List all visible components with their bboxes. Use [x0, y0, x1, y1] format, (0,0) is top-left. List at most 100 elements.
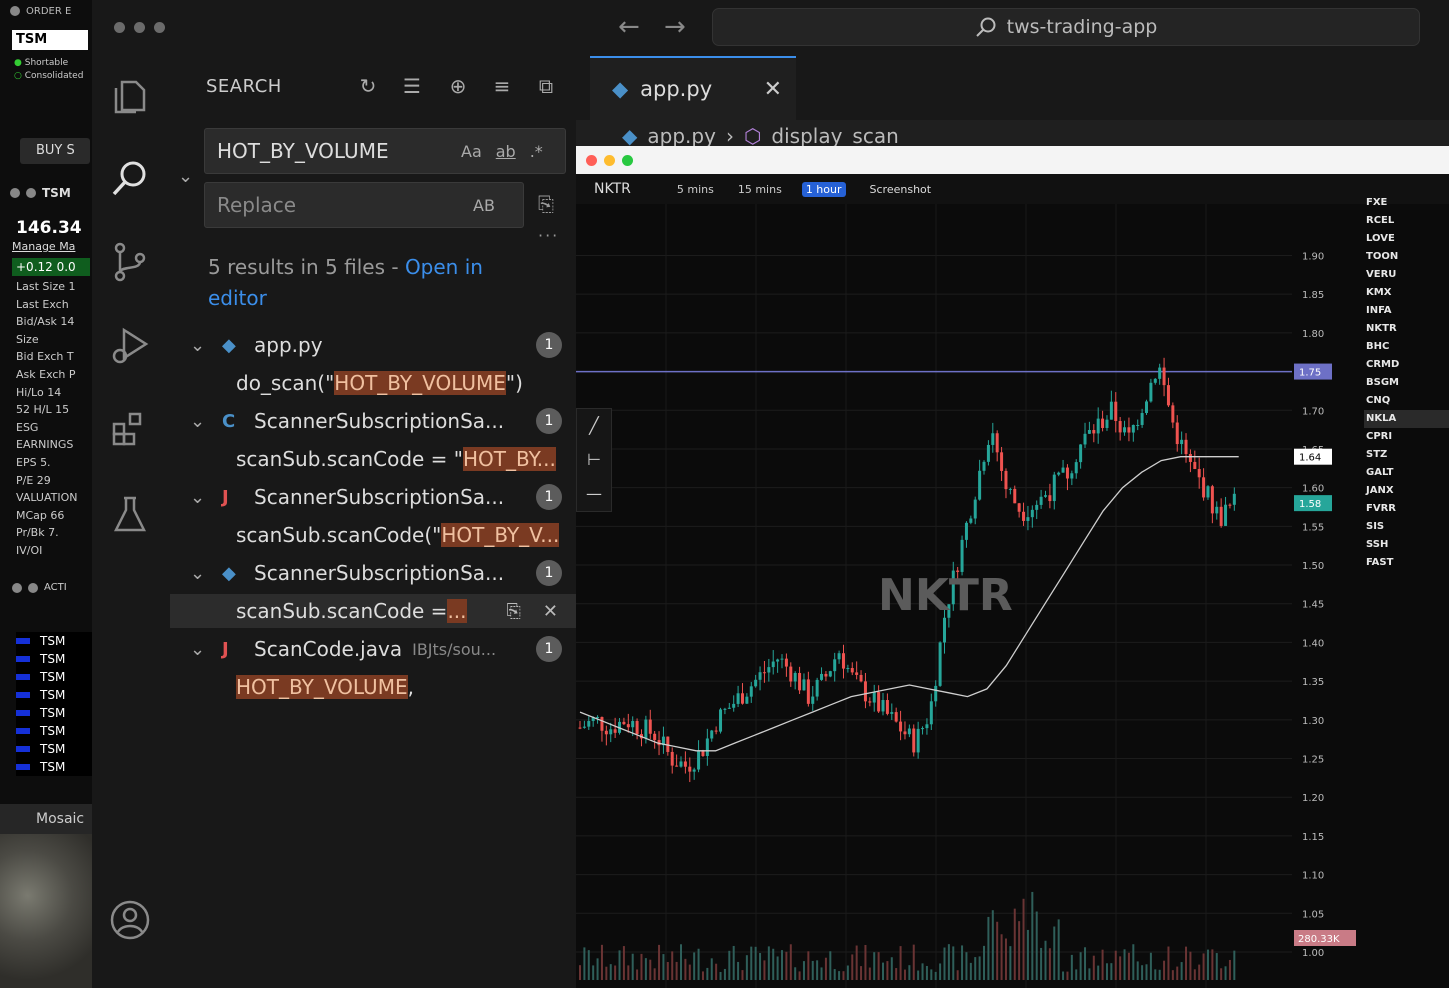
regex-toggle[interactable]: .*: [529, 141, 543, 161]
clear-results-icon[interactable]: ☰: [403, 74, 421, 98]
timeframe-option[interactable]: 1 hour: [801, 181, 846, 197]
volume-bar: [1035, 911, 1038, 980]
watchlist-item[interactable]: CPRI: [1366, 431, 1393, 442]
watchlist-item[interactable]: BSGM: [1366, 377, 1399, 388]
watchlist-item[interactable]: SIS: [1366, 521, 1385, 532]
result-file[interactable]: ⌄ ◆ ScannerSubscriptionSa... 1: [190, 556, 576, 590]
chart-symbol[interactable]: NKTR: [594, 181, 631, 197]
trendline-tool-icon[interactable]: ╱: [589, 416, 599, 435]
chevron-down-icon[interactable]: ⌄: [190, 334, 206, 356]
preserve-case-toggle[interactable]: AB: [473, 195, 495, 215]
watchlist-item[interactable]: FAST: [1366, 557, 1394, 568]
activity-row[interactable]: TSM: [16, 758, 92, 776]
watchlist-item[interactable]: INFA: [1366, 305, 1392, 316]
activity-row[interactable]: TSM: [16, 740, 92, 758]
refresh-icon[interactable]: ↻: [359, 74, 377, 98]
source-control-icon[interactable]: [108, 240, 152, 284]
more-options-icon[interactable]: ···: [538, 226, 560, 245]
result-match-line[interactable]: do_scan(" HOT_BY_VOLUME "): [236, 366, 576, 400]
view-as-tree-icon[interactable]: ≡: [493, 74, 511, 98]
collapse-all-icon[interactable]: ⧉: [538, 74, 554, 98]
close-window-button[interactable]: [586, 155, 597, 166]
minimize-window-button[interactable]: [604, 155, 615, 166]
timeframe-option[interactable]: 15 mins: [737, 182, 782, 196]
watchlist-item[interactable]: CNQ: [1366, 395, 1391, 406]
watchlist-item[interactable]: JANX: [1366, 485, 1394, 496]
breadcrumb-symbol[interactable]: display_scan: [771, 124, 899, 148]
mosaic-tab[interactable]: Mosaic: [0, 804, 92, 834]
chevron-down-icon[interactable]: ⌄: [190, 486, 206, 508]
dismiss-icon[interactable]: ✕: [542, 600, 558, 622]
watchlist-item[interactable]: SSH: [1366, 539, 1389, 550]
watchlist-item[interactable]: RCEL: [1366, 215, 1395, 226]
result-file[interactable]: ⌄ ◆ app.py 1: [190, 328, 576, 362]
ticker-input[interactable]: TSM: [12, 30, 88, 50]
replace-all-icon[interactable]: ⎘: [538, 192, 554, 216]
activity-row[interactable]: TSM: [16, 650, 92, 668]
result-match-line[interactable]: scanSub.scanCode = ... ⎘ ✕: [170, 594, 576, 628]
horizontal-line-tool-icon[interactable]: —: [586, 484, 602, 503]
back-arrow-icon[interactable]: ←: [618, 12, 640, 42]
link-icon[interactable]: [28, 582, 38, 593]
chevron-down-icon[interactable]: ⌄: [190, 638, 206, 660]
watchlist-item[interactable]: FVRR: [1366, 503, 1396, 514]
gear-icon[interactable]: [10, 188, 20, 198]
timeframe-option[interactable]: 5 mins: [676, 182, 714, 196]
watchlist-item[interactable]: TOON: [1366, 251, 1399, 262]
horizontal-ray-tool-icon[interactable]: ⊢: [587, 450, 601, 469]
testing-flask-icon[interactable]: [108, 492, 152, 536]
gear-icon[interactable]: [12, 582, 22, 593]
account-icon[interactable]: [108, 898, 152, 942]
minimize-window-button[interactable]: [134, 22, 145, 33]
watchlist-item[interactable]: KMX: [1366, 287, 1392, 298]
result-file[interactable]: ⌄ J ScannerSubscriptionSa... 1: [190, 480, 576, 514]
result-match-line[interactable]: scanSub.scanCode = " HOT_BY...: [236, 442, 576, 476]
maximize-window-button[interactable]: [622, 155, 633, 166]
activity-row[interactable]: TSM: [16, 722, 92, 740]
command-center[interactable]: tws-trading-app: [712, 8, 1420, 46]
extensions-icon[interactable]: [108, 408, 152, 452]
watchlist-item[interactable]: VERU: [1366, 269, 1397, 280]
gear-icon[interactable]: [10, 6, 20, 16]
new-search-editor-icon[interactable]: ⊕: [449, 74, 467, 98]
forward-arrow-icon[interactable]: →: [664, 12, 686, 42]
replace-input[interactable]: [217, 193, 447, 217]
watchlist-item[interactable]: FXE: [1366, 197, 1388, 208]
watchlist-item[interactable]: LOVE: [1366, 233, 1395, 244]
watchlist-item[interactable]: NKTR: [1366, 323, 1397, 334]
match-case-toggle[interactable]: Aa: [461, 141, 482, 161]
price-chart[interactable]: 1.901.851.801.751.701.651.601.551.501.45…: [576, 204, 1449, 988]
activity-row[interactable]: TSM: [16, 704, 92, 722]
watchlist-item[interactable]: NKLA: [1364, 410, 1449, 428]
screenshot-button[interactable]: Screenshot: [869, 182, 932, 196]
result-file[interactable]: ⌄ J ScanCode.java IBJts/sou... 1: [190, 632, 576, 666]
activity-row[interactable]: TSM: [16, 686, 92, 704]
tab-app-py[interactable]: ◆ app.py ✕: [590, 56, 796, 120]
close-window-button[interactable]: [114, 22, 125, 33]
result-match-line[interactable]: HOT_BY_VOLUME,: [236, 670, 576, 704]
activity-row[interactable]: TSM: [16, 632, 92, 650]
run-debug-icon[interactable]: [108, 324, 152, 368]
result-match-line[interactable]: scanSub.scanCode(" HOT_BY_V...: [236, 518, 576, 552]
manage-link[interactable]: Manage Ma: [12, 240, 76, 253]
watchlist-item[interactable]: GALT: [1366, 467, 1394, 478]
close-tab-icon[interactable]: ✕: [763, 76, 782, 102]
replace-icon[interactable]: ⎘: [506, 600, 521, 622]
match-whole-word-toggle[interactable]: ab: [495, 141, 516, 161]
search-input[interactable]: [217, 139, 447, 163]
watchlist-item[interactable]: BHC: [1366, 341, 1390, 352]
chevron-down-icon[interactable]: ⌄: [190, 410, 206, 432]
link-icon[interactable]: [26, 188, 36, 198]
explorer-icon[interactable]: [108, 74, 152, 118]
watchlist-item[interactable]: STZ: [1366, 449, 1388, 460]
result-file[interactable]: ⌄ C ScannerSubscriptionSa... 1: [190, 404, 576, 438]
toggle-replace-chevron-icon[interactable]: ⌄: [178, 166, 194, 187]
activity-row[interactable]: TSM: [16, 668, 92, 686]
breadcrumb-file[interactable]: app.py: [647, 124, 716, 148]
chevron-down-icon[interactable]: ⌄: [190, 562, 206, 584]
open-in-editor-link[interactable]: Open in editor: [208, 255, 483, 310]
maximize-window-button[interactable]: [154, 22, 165, 33]
search-icon[interactable]: [108, 156, 152, 200]
buy-button[interactable]: BUY S: [20, 138, 90, 164]
watchlist-item[interactable]: CRMD: [1366, 359, 1400, 370]
